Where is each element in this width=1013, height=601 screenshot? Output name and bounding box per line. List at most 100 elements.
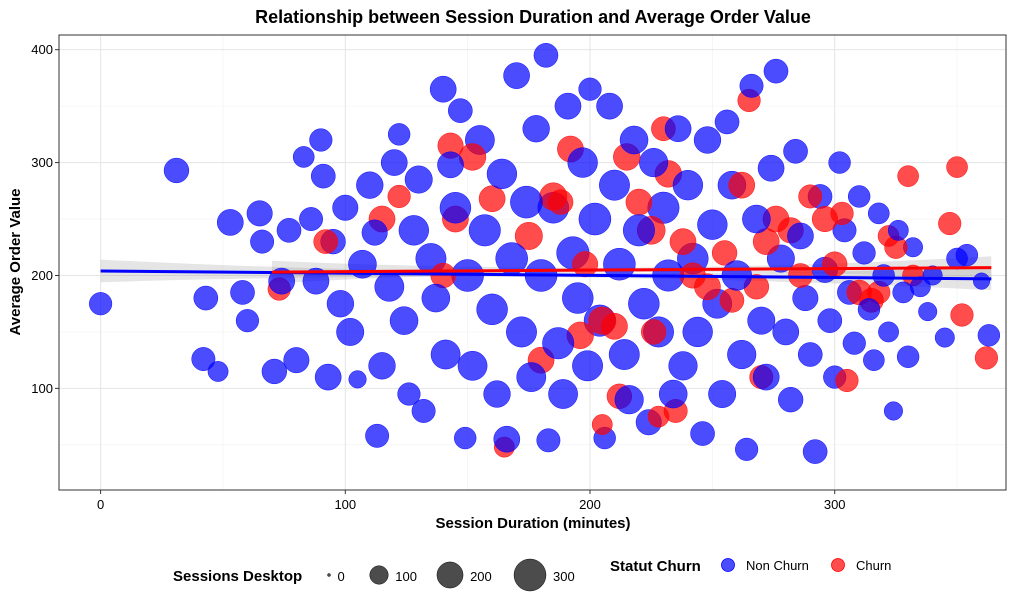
data-point-non-churn <box>398 215 429 246</box>
data-point-non-churn <box>506 316 537 348</box>
data-point-non-churn <box>421 283 451 313</box>
data-point-non-churn <box>361 219 388 246</box>
size-legend-title: Sessions Desktop <box>173 568 302 585</box>
data-point-non-churn <box>309 128 333 152</box>
trend-line-non-churn <box>100 269 992 281</box>
x-tick-label: 0 <box>97 497 104 512</box>
data-point-non-churn <box>918 302 938 322</box>
data-point-non-churn <box>752 363 780 391</box>
data-point-non-churn <box>887 219 909 241</box>
size-legend-label: 200 <box>470 569 492 584</box>
data-point-non-churn <box>747 306 776 335</box>
data-point-non-churn <box>310 163 336 189</box>
data-point-churn <box>811 206 838 233</box>
data-point-non-churn <box>857 298 881 321</box>
data-point-non-churn <box>365 423 390 448</box>
data-point-non-churn <box>797 342 823 367</box>
data-points <box>89 43 1001 464</box>
data-point-non-churn <box>332 194 359 221</box>
data-point-churn <box>719 288 745 313</box>
data-point-churn <box>387 184 411 209</box>
plot-panel-border <box>58 34 1007 491</box>
data-point-non-churn <box>658 379 688 409</box>
data-point-non-churn <box>608 339 640 370</box>
size-legend-key <box>369 565 389 585</box>
data-point-non-churn <box>448 98 473 123</box>
data-point-non-churn <box>389 306 419 335</box>
x-axis-label: Session Duration (minutes) <box>435 515 630 532</box>
data-point-non-churn <box>628 288 660 320</box>
data-point-non-churn <box>430 339 461 370</box>
data-point-non-churn <box>536 428 561 453</box>
size-legend-label: 0 <box>338 569 345 584</box>
chart-title: Relationship between Session Duration an… <box>255 7 811 27</box>
data-point-non-churn <box>639 148 669 178</box>
data-point-non-churn <box>326 290 355 318</box>
data-point-non-churn <box>276 218 302 243</box>
data-point-churn <box>950 303 974 327</box>
data-point-non-churn <box>672 170 704 201</box>
y-axis: 100 200 300 400 <box>31 42 59 396</box>
y-tick-label: 200 <box>31 268 53 283</box>
data-point-non-churn <box>578 77 602 101</box>
data-point-non-churn <box>708 380 737 408</box>
data-point-non-churn <box>664 115 692 143</box>
data-point-non-churn <box>411 399 436 423</box>
data-point-non-churn <box>503 62 530 89</box>
data-point-non-churn <box>292 146 315 168</box>
data-point-non-churn <box>510 185 543 219</box>
data-point-non-churn <box>235 309 259 333</box>
data-point-churn <box>588 306 617 335</box>
data-point-non-churn <box>883 401 903 421</box>
data-point-non-churn <box>757 154 785 182</box>
size-legend-label: 300 <box>553 569 575 584</box>
size-legend-label: 100 <box>395 569 417 584</box>
size-legend-key <box>513 558 547 592</box>
data-point-non-churn <box>682 316 713 348</box>
data-point-churn <box>625 188 653 216</box>
data-point-non-churn <box>387 123 411 146</box>
data-point-non-churn <box>268 267 295 295</box>
data-point-non-churn <box>622 214 655 247</box>
data-point-churn <box>478 185 506 213</box>
color-legend-label: Churn <box>856 558 891 573</box>
data-point-non-churn <box>368 352 396 380</box>
data-point-non-churn <box>973 272 991 290</box>
data-point-non-churn <box>356 171 384 199</box>
trend-line-churn <box>271 266 992 274</box>
data-point-non-churn <box>437 151 464 179</box>
data-point-non-churn <box>714 109 740 135</box>
data-point-non-churn <box>468 214 501 247</box>
data-point-non-churn <box>847 185 871 208</box>
trend-lines <box>100 266 992 281</box>
data-point-churn <box>539 182 568 211</box>
data-point-non-churn <box>619 125 649 155</box>
color-legend-key <box>831 558 845 572</box>
data-point-non-churn <box>163 157 190 184</box>
data-point-non-churn <box>299 207 323 231</box>
legend: Sessions Desktop 0 100 200 300 Statut Churn… <box>173 558 891 592</box>
data-point-non-churn <box>909 276 931 298</box>
data-point-churn <box>591 414 613 435</box>
data-point-churn <box>974 346 998 370</box>
data-point-non-churn <box>522 115 550 143</box>
y-tick-label: 400 <box>31 42 53 57</box>
data-point-churn <box>798 184 823 209</box>
data-point-non-churn <box>896 345 920 368</box>
data-point-non-churn <box>404 165 433 194</box>
data-point-churn <box>788 263 813 288</box>
data-point-non-churn <box>977 324 1001 347</box>
data-point-non-churn <box>828 151 851 174</box>
y-tick-label: 300 <box>31 155 53 170</box>
data-point-non-churn <box>783 138 808 164</box>
data-point-churn <box>946 156 968 178</box>
data-point-non-churn <box>533 43 559 68</box>
data-point-non-churn <box>772 318 800 346</box>
data-point-non-churn <box>792 285 819 312</box>
data-point-non-churn <box>283 347 310 374</box>
data-point-non-churn <box>872 264 895 287</box>
data-point-non-churn <box>380 149 408 176</box>
data-point-non-churn <box>867 202 890 225</box>
data-point-non-churn <box>397 382 421 406</box>
size-legend-key <box>436 561 464 589</box>
